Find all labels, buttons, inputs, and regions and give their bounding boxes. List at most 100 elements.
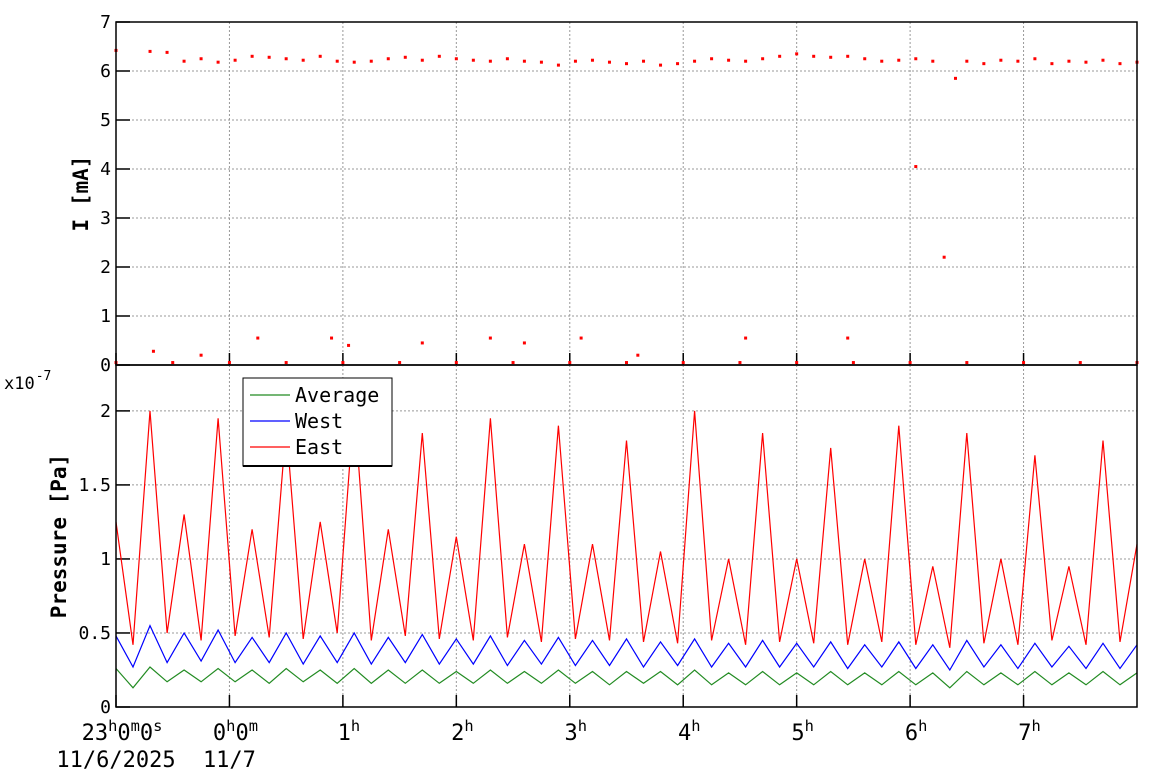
point (999, 58, 1003, 62)
point (318, 54, 322, 58)
point (897, 58, 901, 62)
point (330, 336, 334, 340)
legend-label: East (295, 435, 343, 459)
point (1050, 62, 1054, 66)
series-line (115, 624, 1138, 672)
point (284, 361, 288, 365)
point (965, 59, 969, 63)
superscript: h (1032, 717, 1041, 735)
label-part: 5 (791, 721, 804, 746)
x-tick-label: 2h (451, 717, 474, 746)
y-tick-label: 4 (100, 159, 111, 180)
point (151, 349, 155, 353)
plot-area (114, 48, 1139, 365)
y-tick-label: 1 (100, 306, 111, 327)
point (1118, 62, 1122, 66)
y-axis-title: I [mA] (69, 156, 93, 232)
x-tick-label: 4h (678, 717, 701, 746)
point (607, 60, 611, 64)
point (386, 57, 390, 61)
label-part: 0 (213, 721, 226, 746)
point (171, 361, 175, 365)
x-tick-label: 3h (565, 717, 588, 746)
superscript: h (226, 717, 235, 735)
superscript: h (918, 717, 927, 735)
point (284, 57, 288, 61)
y-tick-label: 3 (100, 208, 111, 229)
y-tick-label: 2 (100, 257, 111, 278)
superscript: h (464, 717, 473, 735)
point (488, 336, 492, 340)
y-tick-label: 0 (100, 355, 111, 376)
superscript: h (578, 717, 587, 735)
point (908, 361, 912, 365)
point (227, 361, 231, 365)
point (590, 58, 594, 62)
point (636, 353, 640, 357)
point (1022, 361, 1026, 365)
y-tick-label: 0.5 (78, 623, 111, 644)
point (727, 58, 731, 62)
point (573, 59, 577, 63)
y-tick-label: 1.5 (78, 475, 111, 496)
point (953, 76, 957, 80)
point (250, 54, 254, 58)
point (454, 57, 458, 61)
frame (115, 21, 1138, 366)
point (846, 336, 850, 340)
point (1033, 57, 1037, 61)
label-part: 4 (678, 721, 691, 746)
y-axis-title: Pressure [Pa] (47, 454, 71, 618)
point (505, 57, 509, 61)
point (335, 59, 339, 63)
point (256, 336, 260, 340)
point (863, 57, 867, 61)
point (199, 353, 203, 357)
x-tick-label: 0h0m (213, 717, 258, 746)
y-tick-label: 2 (100, 401, 111, 422)
point (437, 54, 441, 58)
point (454, 361, 458, 365)
point (539, 60, 543, 64)
point (676, 62, 680, 66)
point (795, 361, 799, 365)
point (579, 336, 583, 340)
point (761, 57, 765, 61)
label-part: 0 (235, 721, 248, 746)
point (1101, 58, 1105, 62)
point (914, 165, 918, 169)
point (199, 57, 203, 61)
point (1078, 361, 1082, 365)
superscript: m (131, 717, 140, 735)
point (1084, 60, 1088, 64)
y-tick-label: 0 (100, 697, 111, 718)
x-tick-label: 6h (905, 717, 928, 746)
frame (115, 364, 1138, 708)
point (165, 50, 169, 54)
point (795, 52, 799, 56)
label-part: 2 (451, 721, 464, 746)
point (267, 55, 271, 59)
point (148, 49, 152, 53)
series-line (115, 666, 1138, 689)
point (420, 341, 424, 345)
point (642, 59, 646, 63)
point (744, 59, 748, 63)
point (880, 59, 884, 63)
point (488, 59, 492, 63)
point (522, 341, 526, 345)
y-tick-label: 5 (100, 110, 111, 131)
superscript: h (805, 717, 814, 735)
point (965, 361, 969, 365)
y-tick-label: 7 (100, 12, 111, 33)
point (1067, 59, 1071, 63)
point (182, 59, 186, 63)
label-part: 6 (905, 721, 918, 746)
point (681, 361, 685, 365)
superscript: m (249, 717, 258, 735)
legend-label: West (295, 409, 343, 433)
point (659, 63, 663, 67)
point (511, 361, 515, 365)
